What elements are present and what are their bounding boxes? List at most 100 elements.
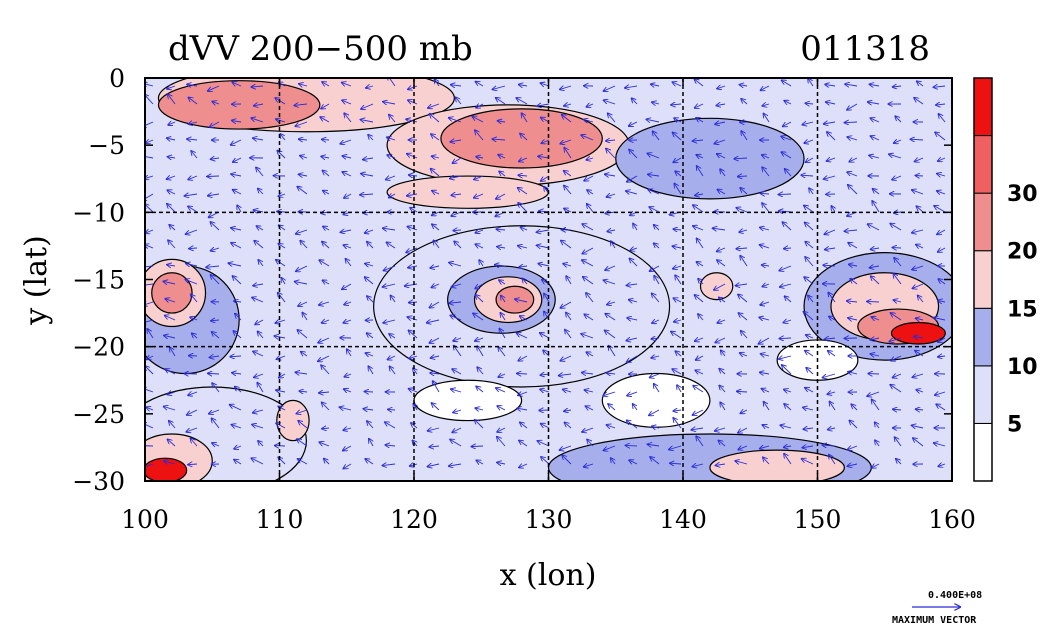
wind-vector [739,313,748,321]
wind-vector [582,247,594,254]
wind-vector [675,171,682,177]
wind-vector [433,381,440,393]
wind-vector [652,426,660,428]
wind-vector [251,86,264,87]
wind-vector [914,98,924,105]
wind-vector [210,121,220,127]
wind-vector [517,408,528,410]
wind-vector [584,314,594,321]
wind-vector [784,446,792,447]
wind-vector [806,335,814,338]
wind-vector [496,98,506,105]
wind-vector [673,410,682,411]
colorbar-segment [973,192,993,252]
wind-vector [936,104,946,105]
wind-vector [145,463,154,468]
wind-vector [691,428,704,430]
wind-vector [454,241,462,249]
wind-vector [383,228,396,230]
wind-vector [407,194,418,196]
wind-vector [871,136,880,140]
wind-vector [564,171,572,177]
wind-vector [677,385,681,393]
vv-region [601,372,711,428]
vv-region [699,272,734,301]
wind-vector [654,384,660,393]
wind-vector [476,460,484,464]
wind-vector [231,228,242,230]
wind-vector [519,440,528,447]
wind-vector [389,115,396,123]
wind-vector [164,406,176,411]
wind-vector [734,158,748,159]
wind-vector [672,369,682,375]
wind-vector [738,446,748,450]
wind-vector [361,103,374,109]
wind-vector [802,459,814,465]
wind-vector [651,84,660,86]
wind-vector [847,464,858,466]
wind-vector [803,428,814,429]
wind-vector [323,191,330,194]
wind-vector [696,436,704,447]
x-tick-label: 100 [121,505,169,534]
wind-vector [281,278,285,285]
wind-vector [760,446,770,449]
wind-vector [212,418,220,429]
wind-vector [563,264,572,266]
y-ticks: 0 −5 −10 −15 −20 −25 −30 [72,64,952,496]
wind-vector [741,131,748,141]
wind-vector [587,190,594,194]
wind-vector [543,350,550,357]
wind-vector [738,295,748,303]
wind-vector [517,373,528,374]
wind-vector [409,389,418,392]
wind-vector [784,248,792,249]
wind-vector [409,330,418,339]
wind-vector [868,224,880,231]
wind-vector [826,102,836,104]
wind-vector [475,244,484,248]
wind-vector [477,346,484,357]
wind-vector [253,410,264,413]
wind-vector [910,139,924,140]
wind-vector [717,86,726,89]
wind-vector [561,241,572,249]
wind-vector [360,194,374,195]
wind-vector [408,100,418,104]
wind-vector [476,82,484,87]
wind-vector [938,300,946,302]
wind-vector [695,194,704,195]
wind-vector [802,122,814,125]
wind-vector [894,140,902,143]
y-tick-label: −20 [72,333,125,362]
wind-vector [318,355,330,361]
wind-vector [913,438,924,447]
wind-vector [344,374,352,377]
wind-vector [431,169,440,177]
wind-vector [871,317,880,320]
vv-region [151,272,193,314]
colorbar-frame [973,77,993,482]
wind-vector [209,409,220,414]
wind-vector [343,245,352,248]
wind-vector [295,282,308,284]
wind-vector [145,388,154,393]
wind-vector [344,302,352,305]
wind-vector [274,336,286,338]
wind-vector [145,266,154,267]
wind-vector [827,392,836,394]
wind-vector [453,230,462,231]
wind-vector [912,190,924,195]
wind-vector [228,263,242,266]
wind-vector [343,463,352,469]
wind-vector [872,464,880,468]
chart-title: dVV 200−500 mb [168,29,473,69]
vector-key-value: 0.400E+08 [928,590,982,601]
wind-vector [493,85,506,89]
wind-vector [475,338,484,341]
wind-vector [499,280,506,284]
wind-vector [299,84,308,86]
wind-vector [849,158,858,162]
wind-vector [560,445,572,450]
